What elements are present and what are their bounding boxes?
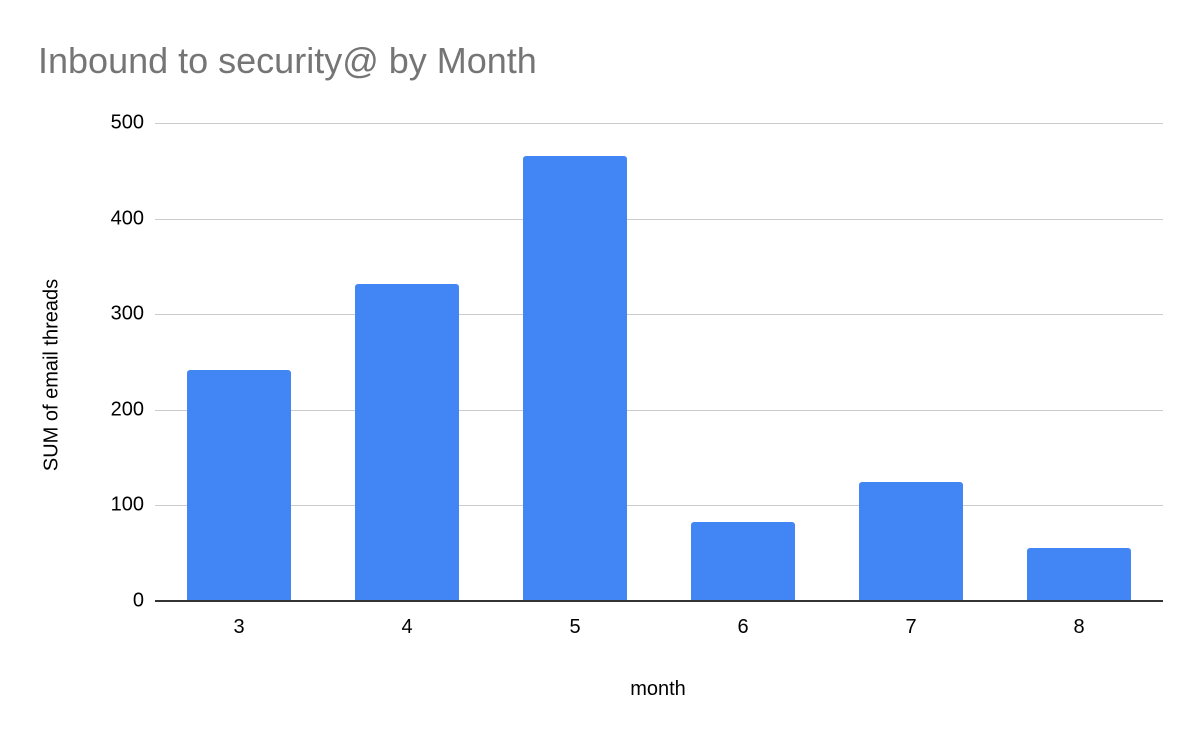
gridline xyxy=(155,218,1163,220)
x-axis-label: month xyxy=(630,678,686,700)
plot-area xyxy=(155,123,1163,602)
x-tick-label: 3 xyxy=(233,616,245,638)
x-tick-label: 8 xyxy=(1073,616,1085,638)
y-tick-label: 400 xyxy=(110,207,144,230)
y-tick-label: 200 xyxy=(110,398,144,421)
gridline xyxy=(155,123,1163,124)
bar-month-5[interactable] xyxy=(523,155,627,600)
x-tick-label: 5 xyxy=(569,616,581,638)
bar-month-7[interactable] xyxy=(859,482,963,600)
y-tick-label: 500 xyxy=(110,111,144,134)
y-tick-label: 300 xyxy=(110,302,144,325)
x-tick-label: 4 xyxy=(401,616,413,638)
chart-title: Inbound to security@ by Month xyxy=(38,40,537,81)
gridline xyxy=(155,314,1163,316)
gridline xyxy=(155,505,1163,507)
bar-month-3[interactable] xyxy=(187,369,291,600)
x-tick-label: 6 xyxy=(737,616,749,638)
y-tick-label: 100 xyxy=(110,493,144,516)
x-axis-line xyxy=(155,600,1163,602)
y-tick-label: 0 xyxy=(132,589,144,612)
x-tick-label: 7 xyxy=(905,616,917,638)
y-axis-label: SUM of email threads xyxy=(40,278,63,472)
bar-month-4[interactable] xyxy=(355,283,459,600)
bar-month-8[interactable] xyxy=(1027,548,1131,600)
bar-month-6[interactable] xyxy=(691,521,795,600)
gridline xyxy=(155,409,1163,411)
